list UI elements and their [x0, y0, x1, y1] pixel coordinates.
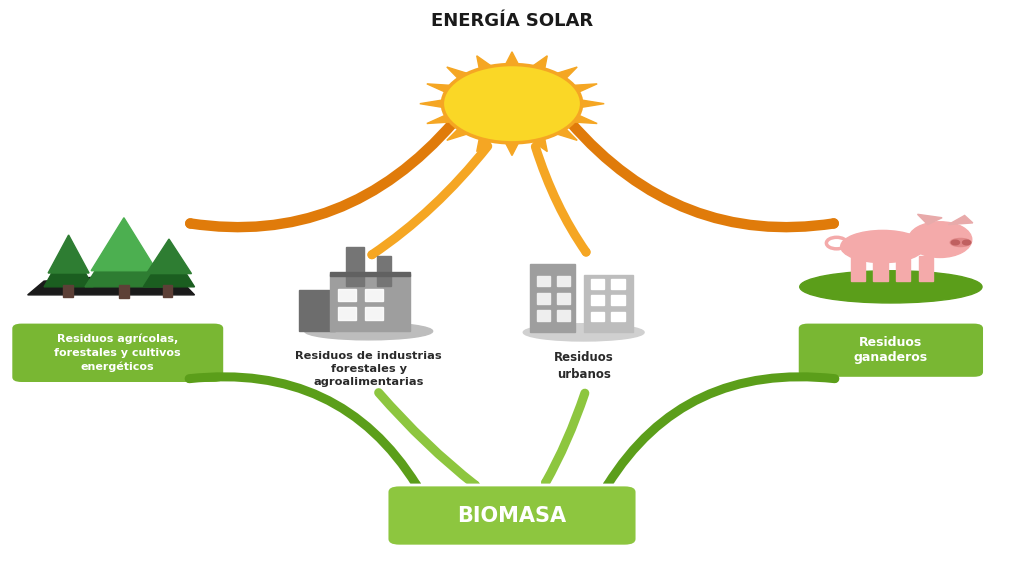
Bar [346, 247, 364, 286]
Ellipse shape [523, 324, 644, 341]
Ellipse shape [305, 323, 432, 340]
Circle shape [963, 240, 971, 245]
Text: Residuos
urbanos: Residuos urbanos [554, 351, 613, 381]
Bar [330, 274, 410, 331]
Polygon shape [918, 214, 942, 225]
Text: ENERGÍA SOLAR: ENERGÍA SOLAR [431, 12, 593, 30]
Bar [557, 276, 570, 286]
Text: Residuos
ganaderos: Residuos ganaderos [854, 336, 928, 364]
Ellipse shape [841, 230, 925, 263]
FancyBboxPatch shape [798, 323, 984, 378]
Polygon shape [143, 247, 195, 287]
Bar [63, 285, 73, 297]
Circle shape [908, 222, 972, 257]
Bar [119, 285, 129, 298]
Bar [163, 285, 172, 297]
Polygon shape [420, 52, 604, 156]
Bar [537, 310, 550, 321]
Bar [873, 256, 888, 281]
Polygon shape [28, 275, 195, 295]
Ellipse shape [950, 238, 971, 247]
Bar [851, 256, 865, 281]
Polygon shape [48, 235, 89, 273]
Polygon shape [85, 226, 163, 287]
Bar [365, 307, 383, 320]
FancyArrowPatch shape [546, 393, 585, 483]
FancyBboxPatch shape [11, 323, 224, 383]
FancyArrowPatch shape [372, 146, 487, 255]
Bar [611, 279, 625, 289]
Circle shape [951, 240, 959, 245]
Bar [591, 279, 604, 289]
Bar [377, 256, 391, 286]
FancyArrowPatch shape [189, 377, 417, 485]
FancyBboxPatch shape [387, 485, 637, 546]
Bar [896, 256, 910, 281]
Bar [338, 289, 356, 301]
Circle shape [442, 65, 582, 143]
Bar [365, 289, 383, 301]
Bar [537, 276, 550, 286]
Bar [330, 272, 410, 276]
Polygon shape [146, 239, 191, 274]
Text: Residuos de industrias
forestales y
agroalimentarias: Residuos de industrias forestales y agro… [295, 351, 442, 387]
Bar [919, 256, 933, 281]
FancyArrowPatch shape [570, 122, 834, 227]
FancyArrowPatch shape [536, 147, 586, 252]
FancyArrowPatch shape [190, 122, 454, 227]
Bar [338, 307, 356, 320]
Text: Residuos agrícolas,
forestales y cultivos
energéticos: Residuos agrícolas, forestales y cultivo… [54, 334, 181, 372]
Bar [530, 264, 575, 332]
Bar [299, 290, 335, 331]
Bar [591, 312, 604, 321]
Bar [557, 293, 570, 304]
Ellipse shape [800, 271, 982, 303]
Bar [591, 295, 604, 305]
Bar [611, 312, 625, 321]
Polygon shape [91, 218, 157, 271]
Bar [611, 295, 625, 305]
Polygon shape [44, 243, 93, 287]
FancyArrowPatch shape [607, 377, 835, 485]
Polygon shape [948, 215, 973, 225]
Bar [557, 310, 570, 321]
Bar [537, 293, 550, 304]
Bar [584, 275, 633, 332]
FancyArrowPatch shape [379, 393, 475, 485]
Text: BIOMASA: BIOMASA [458, 506, 566, 525]
